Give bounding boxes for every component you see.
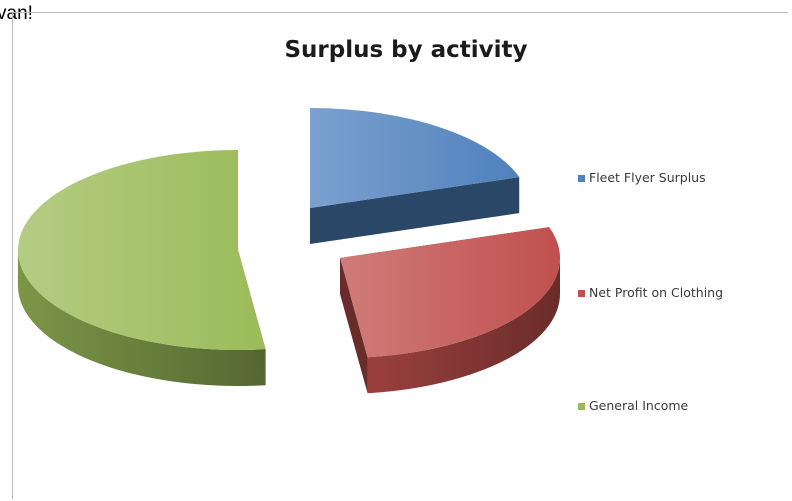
legend-item-0: Fleet Flyer Surplus bbox=[578, 170, 706, 185]
legend-item-1: Net Profit on Clothing bbox=[578, 285, 723, 300]
chart-title: Surplus by activity bbox=[284, 37, 527, 63]
pie-slice-1 bbox=[340, 227, 560, 394]
pie-slice-0 bbox=[310, 108, 520, 244]
legend-label: Net Profit on Clothing bbox=[589, 285, 723, 300]
legend: Fleet Flyer Surplus Net Profit on Clothin… bbox=[578, 170, 723, 413]
legend-swatch bbox=[578, 403, 585, 410]
header-text: van! bbox=[0, 3, 33, 24]
legend-item-2: General Income bbox=[578, 398, 689, 413]
legend-swatch bbox=[578, 175, 585, 182]
chart-frame bbox=[12, 12, 788, 499]
legend-label: General Income bbox=[589, 398, 689, 413]
legend-swatch bbox=[578, 290, 585, 297]
pie-slice-2 bbox=[17, 150, 266, 386]
legend-label: Fleet Flyer Surplus bbox=[589, 170, 706, 185]
pie-slices bbox=[17, 108, 560, 394]
